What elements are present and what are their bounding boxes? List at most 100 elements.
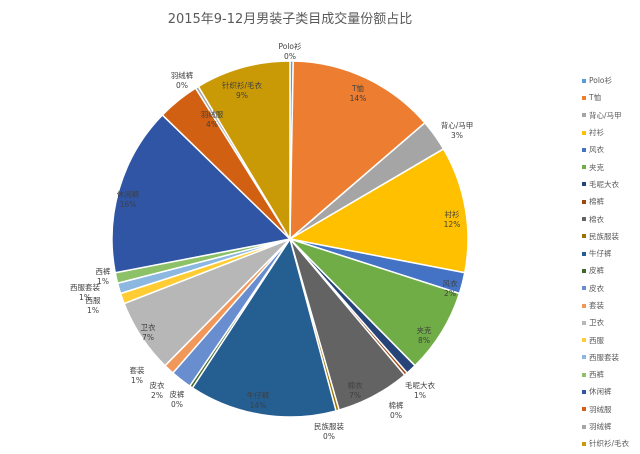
legend-swatch-icon [582, 338, 586, 343]
slice-label-percent: 14% [250, 401, 267, 410]
legend-item: 棉裤 [582, 193, 640, 210]
legend-label: 羽绒服 [589, 404, 612, 414]
slice-label-name: 牛仔裤 [247, 390, 270, 400]
legend-label: 羽绒裤 [589, 422, 612, 432]
legend-swatch-icon [582, 389, 586, 394]
slice-label-percent: 1% [131, 376, 143, 385]
legend-label: 皮裤 [589, 266, 604, 276]
legend-item: 羽绒服 [582, 401, 640, 418]
legend-swatch-icon [582, 268, 586, 273]
slice-label-name: 棉衣 [348, 380, 363, 390]
legend-swatch-icon [582, 251, 586, 256]
slice-label-percent: 1% [97, 277, 109, 286]
legend-label: 西服 [589, 335, 604, 345]
pie-labels: Polo衫0%T恤14%背心/马甲3%衬衫12%风衣2%夹克8%毛呢大衣1%棉裤… [70, 41, 473, 441]
legend-swatch-icon [582, 303, 586, 308]
legend-swatch-icon [582, 407, 586, 412]
legend-label: 民族服装 [589, 231, 619, 241]
legend-item: 西服 [582, 331, 640, 348]
slice-label-name: 羽绒裤 [171, 70, 194, 80]
slice-label-percent: 2% [151, 391, 163, 400]
slice-label-name: Polo衫 [278, 41, 302, 51]
legend-label: 西服套装 [589, 352, 619, 362]
legend-item: 针织衫/毛衣 [582, 435, 640, 452]
legend-swatch-icon [582, 234, 586, 239]
legend-label: 棉衣 [589, 214, 604, 224]
legend-item: 民族服装 [582, 228, 640, 245]
slice-label-name: 夹克 [417, 325, 432, 335]
legend-label: 针织衫/毛衣 [589, 439, 630, 449]
legend-label: 棉裤 [589, 197, 604, 207]
slice-label-percent: 1% [79, 293, 91, 302]
pie-slice [191, 237, 337, 418]
slice-label-percent: 4% [206, 120, 218, 129]
slice-label-percent: 1% [414, 391, 426, 400]
legend-label: 套装 [589, 301, 604, 310]
legend-item: 牛仔裤 [582, 245, 640, 262]
legend-item: 毛呢大衣 [582, 176, 640, 193]
slice-label-name: 西服套装 [70, 282, 100, 292]
pie-slice [289, 60, 426, 241]
legend-label: 衬衫 [589, 128, 604, 138]
legend-swatch-icon [582, 441, 586, 446]
slice-label-percent: 12% [444, 220, 461, 229]
legend-item: 羽绒裤 [582, 418, 640, 435]
slice-label-name: 皮衣 [150, 380, 165, 390]
slice-label-percent: 14% [350, 94, 367, 103]
legend-item: 皮裤 [582, 262, 640, 279]
slice-label-percent: 1% [87, 306, 99, 315]
slice-label-name: 皮裤 [170, 389, 185, 399]
slice-label-name: 民族服装 [314, 421, 344, 431]
legend-item: 套装 [582, 297, 640, 314]
slice-label-name: 毛呢大衣 [405, 380, 435, 390]
slice-label-name: 风衣 [443, 278, 458, 288]
legend-swatch-icon [582, 78, 586, 83]
legend-swatch-icon [582, 424, 586, 429]
pie-chart: Polo衫0%T恤14%背心/马甲3%衬衫12%风衣2%夹克8%毛呢大衣1%棉裤… [70, 41, 473, 441]
slice-label-percent: 0% [323, 432, 335, 441]
legend-label: 卫衣 [589, 318, 604, 328]
legend-item: 西裤 [582, 366, 640, 383]
legend-swatch-icon [582, 113, 586, 118]
slice-label-percent: 0% [176, 81, 188, 90]
legend-swatch-icon [582, 130, 586, 135]
legend-item: Polo衫 [582, 72, 640, 89]
slice-label-name: 针织衫/毛衣 [222, 80, 263, 90]
legend-label: 休闲裤 [589, 387, 612, 397]
legend-swatch-icon [582, 182, 586, 187]
legend-label: 背心/马甲 [589, 110, 622, 120]
slice-label-percent: 0% [171, 400, 183, 409]
pie-slice [111, 113, 292, 274]
chart-legend: Polo衫 T恤背心/马甲衬衫风衣夹克毛呢大衣棉裤棉衣民族服装牛仔裤皮裤皮衣套装卫… [582, 72, 640, 453]
legend-item: 西服套装 [582, 349, 640, 366]
legend-item: 衬衫 [582, 124, 640, 141]
legend-swatch-icon [582, 165, 586, 170]
legend-label: 毛呢大衣 [589, 179, 619, 189]
slice-label-percent: 16% [120, 200, 137, 209]
legend-label: Polo衫 [589, 76, 613, 86]
slice-label-name: 羽绒服 [201, 109, 224, 119]
legend-swatch-icon [582, 320, 586, 325]
slice-label-name: 衬衫 [445, 209, 460, 219]
legend-label: 西裤 [589, 370, 604, 380]
slice-label-name: 休闲裤 [117, 189, 140, 199]
legend-item: 皮衣 [582, 280, 640, 297]
legend-item: 背心/马甲 [582, 107, 640, 124]
legend-item: 夹克 [582, 158, 640, 175]
legend-swatch-icon [582, 199, 586, 204]
slice-label-percent: 3% [451, 131, 463, 140]
slice-label-name: 背心/马甲 [441, 120, 474, 130]
slice-label-percent: 9% [236, 91, 248, 100]
slice-label-name: 西裤 [96, 266, 111, 276]
pie-slice [287, 147, 469, 274]
legend-label: 夹克 [589, 162, 604, 172]
legend-swatch-icon [582, 147, 586, 152]
slice-label-name: 套装 [130, 365, 145, 375]
legend-item: 休闲裤 [582, 383, 640, 400]
slice-label-name: 西服 [86, 296, 101, 305]
slice-label-percent: 0% [284, 52, 296, 61]
legend-swatch-icon [582, 286, 586, 291]
legend-label: T恤 [589, 93, 602, 103]
pie-slice [197, 60, 291, 242]
legend-item: 风衣 [582, 141, 640, 158]
